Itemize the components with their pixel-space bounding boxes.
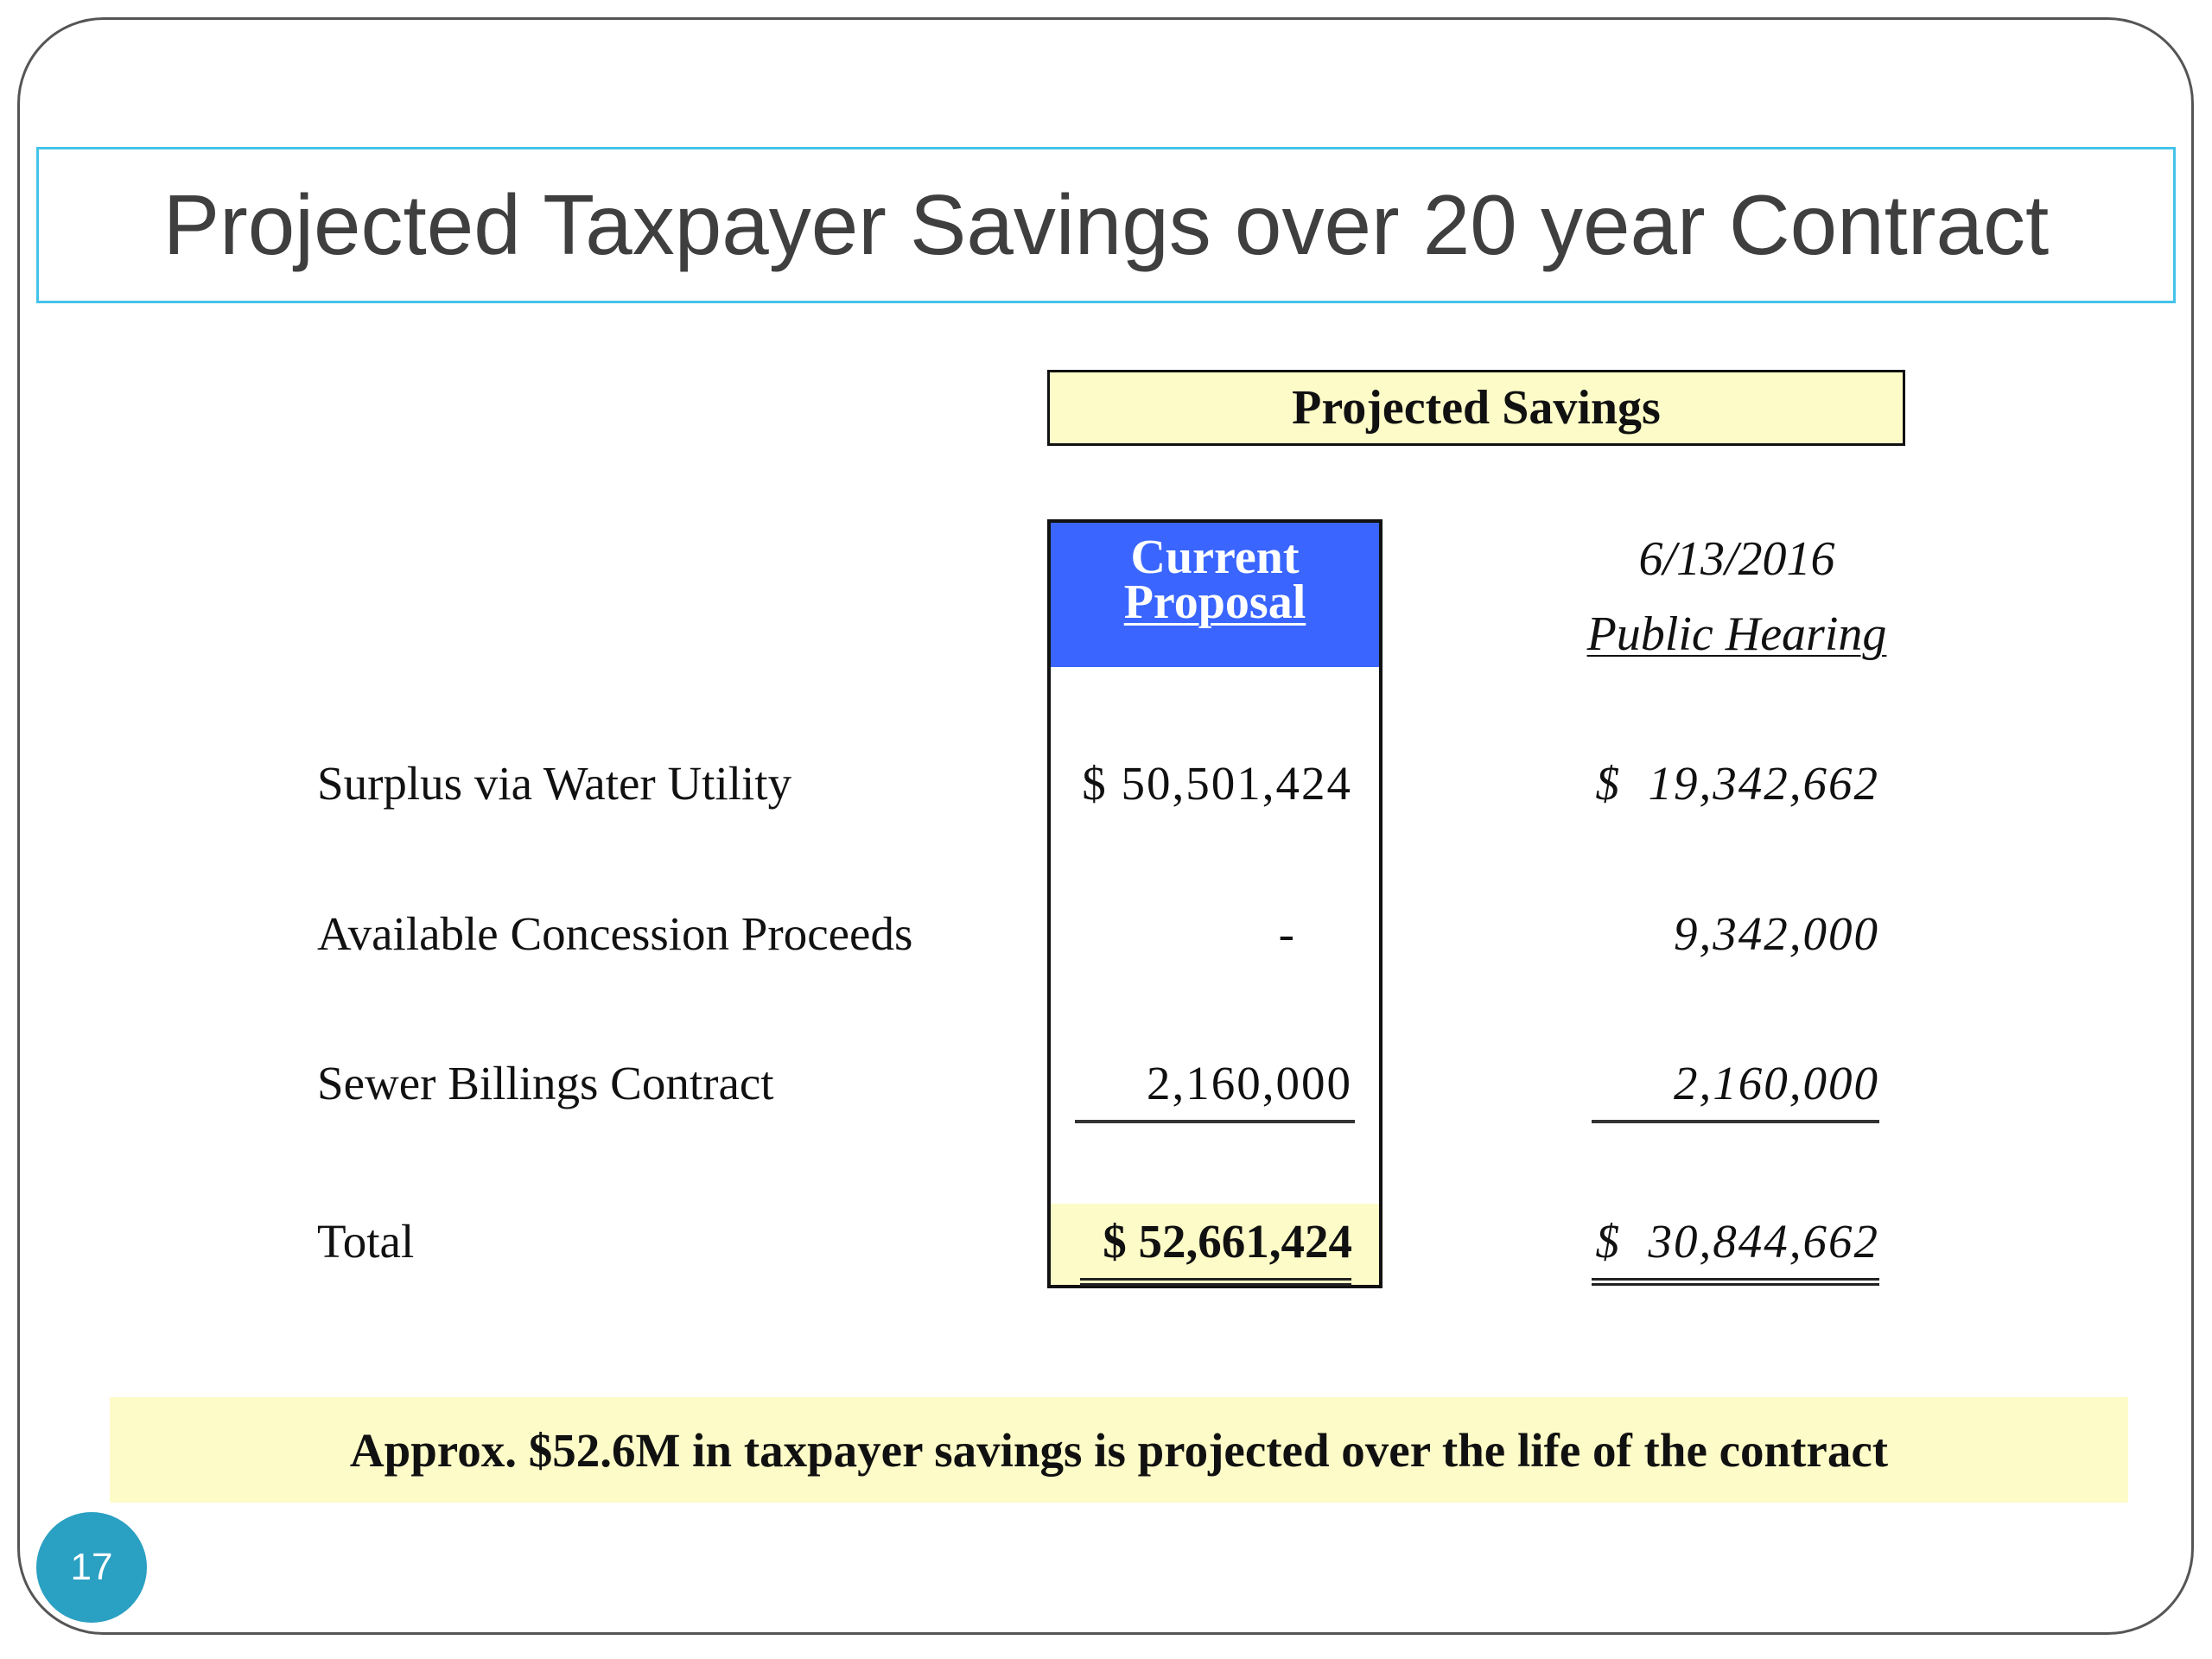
title-box: Projected Taxpayer Savings over 20 year … bbox=[36, 147, 2176, 303]
hearing-sewer: 2,160,000 bbox=[1674, 1057, 1879, 1109]
slide-frame bbox=[17, 17, 2194, 1635]
total-double-rule-hearing bbox=[1592, 1278, 1879, 1286]
total-double-rule-current bbox=[1080, 1278, 1351, 1286]
hearing-header-line2: Public Hearing bbox=[1586, 607, 1887, 661]
projected-savings-header: Projected Savings bbox=[1047, 370, 1905, 446]
subtotal-rule-hearing bbox=[1592, 1120, 1879, 1123]
current-concession: - bbox=[1278, 907, 1296, 960]
row-label-total: Total bbox=[317, 1215, 415, 1268]
hearing-total: $ 30,844,662 bbox=[1595, 1215, 1879, 1268]
row-label-sewer: Sewer Billings Contract bbox=[317, 1057, 774, 1109]
current-water-utility: $ 50,501,424 bbox=[1082, 757, 1352, 810]
current-proposal-header: Current Proposal bbox=[1051, 523, 1379, 667]
current-proposal-header-line2: Proposal bbox=[1123, 575, 1306, 629]
hearing-concession: 9,342,000 bbox=[1674, 907, 1879, 960]
page-number-badge: 17 bbox=[36, 1512, 147, 1623]
current-proposal-column: Current Proposal bbox=[1047, 519, 1382, 1288]
hearing-water-utility: $ 19,342,662 bbox=[1595, 757, 1879, 810]
slide-title: Projected Taxpayer Savings over 20 year … bbox=[162, 177, 2050, 272]
hearing-header-line1: 6/13/2016 bbox=[1638, 532, 1835, 586]
current-total: $ 52,661,424 bbox=[1103, 1215, 1352, 1268]
subtotal-rule-current bbox=[1075, 1120, 1355, 1123]
current-proposal-header-line1: Current bbox=[1130, 531, 1300, 584]
savings-callout: Approx. $52.6M in taxpayer savings is pr… bbox=[110, 1397, 2128, 1503]
row-label-concession: Available Concession Proceeds bbox=[317, 907, 913, 960]
row-label-water-utility: Surplus via Water Utility bbox=[317, 757, 792, 810]
total-highlight bbox=[1051, 1204, 1379, 1285]
current-sewer: 2,160,000 bbox=[1147, 1057, 1352, 1109]
